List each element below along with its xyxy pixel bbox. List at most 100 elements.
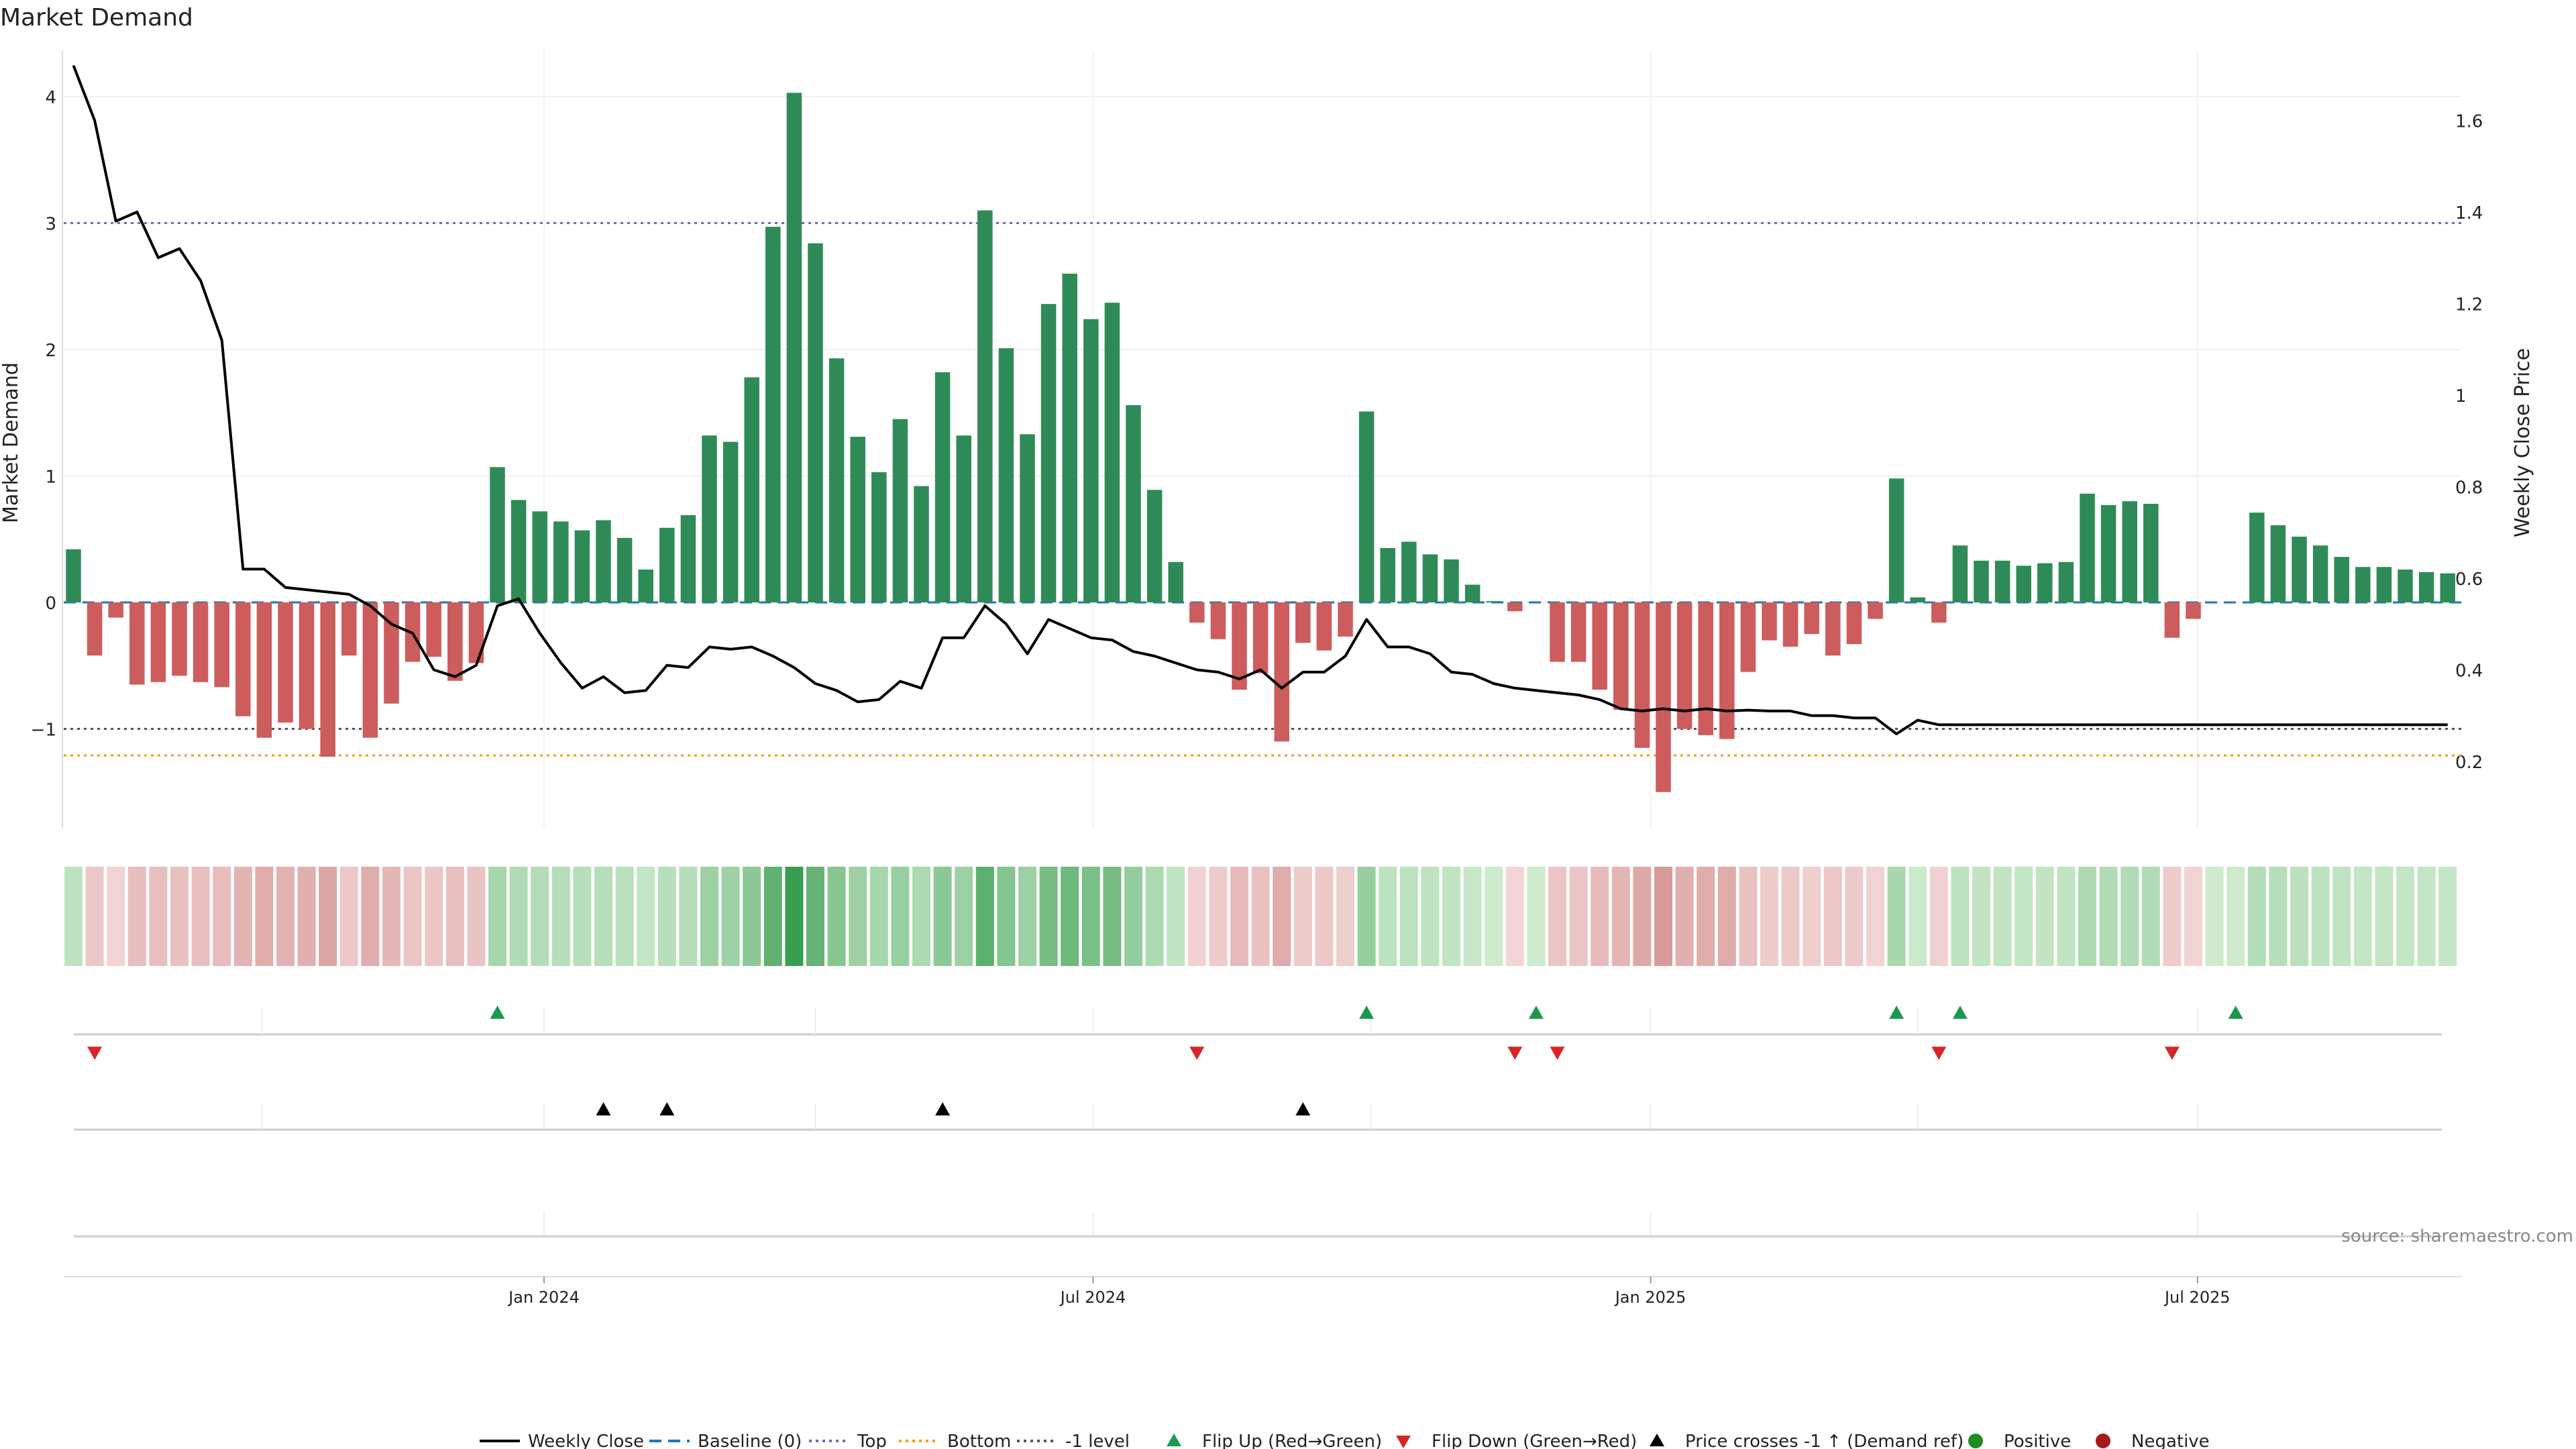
heat-cell [721,867,740,966]
heat-cell [594,867,612,966]
heat-cell [1611,867,1630,966]
heat-cell [233,867,252,966]
demand-bar-negative [1719,602,1735,739]
heat-cell [255,867,274,966]
demand-bar-positive [2016,566,2031,602]
legend-item-minus-one: -1 level [1017,1432,1130,1449]
flip-up-marker [1528,1006,1544,1019]
demand-bar-negative [1634,602,1650,748]
flip-down-marker [87,1046,103,1060]
heat-cell [1654,867,1672,966]
demand-bar-negative [193,602,209,682]
heat-cell [2353,867,2372,966]
heat-cell [1887,867,1906,966]
heat-cell [997,867,1016,966]
legend-label: Price crosses -1 ↑ (Demand ref) [1685,1432,1964,1449]
demand-bar-negative [1762,602,1777,641]
heat-cell [2078,867,2096,966]
heat-cell [1293,867,1312,966]
heat-cell [1379,867,1397,966]
heat-cell [2015,867,2033,966]
heat-cell [1081,867,1100,966]
flip-up-marker [2228,1006,2243,1019]
heat-cell [2163,867,2182,966]
demand-bar-negative [1338,602,1353,637]
demand-bar-negative [129,602,145,685]
heat-cell [1781,867,1800,966]
legend-item-negative: Negative [2096,1432,2210,1449]
heat-cell [403,867,422,966]
x-axis: Jan 2024 Jul 2024 Jan 2025 Jul 2025 [64,1276,2462,1307]
demand-bar-negative [1825,602,1841,656]
demand-bar-negative [1698,602,1713,735]
heat-cell [1209,867,1228,966]
heat-cell [1061,867,1079,966]
demand-bar-negative [1613,602,1629,710]
demand-bar-positive [2334,557,2349,602]
demand-bar-positive [828,358,845,602]
y-tick-label-right: 1.2 [2455,295,2483,315]
heat-cell [425,867,443,966]
y-tick-label-left: 0 [45,594,56,614]
demand-bar-positive [574,530,590,602]
demand-bar-positive [2418,572,2434,602]
heat-cell [2438,867,2457,966]
demand-bar-positive [744,377,759,602]
legend: Weekly Close Baseline (0) Top Bottom -1 leve… [480,1432,2210,1449]
demand-bar-negative [1274,602,1289,742]
heat-cell [1399,867,1418,966]
heat-cell [700,867,718,966]
source-note: source: sharemaestro.com [2341,1226,2573,1246]
heat-cell [2247,867,2266,966]
demand-bar-positive [1464,584,1481,602]
price-cross-marker [596,1102,611,1116]
gridlines [64,50,2462,828]
demand-bar-positive [511,500,527,602]
heat-cell [85,867,104,966]
y-tick-label-left: 2 [45,341,56,361]
heat-cell [2226,867,2245,966]
demand-bar-positive [956,435,971,602]
heat-cell [361,867,380,966]
demand-bar-negative [2164,602,2180,638]
demand-bar-negative [278,602,293,723]
legend-label: Top [857,1432,887,1449]
demand-bar-positive [1126,405,1141,602]
demand-bar-positive [1146,490,1163,602]
demand-bar-negative [1868,602,1883,619]
demand-bar-negative [362,602,378,738]
heat-cell [657,867,676,966]
legend-item-flip-up: Flip Up (Red→Green) [1167,1432,1382,1449]
demand-bar-positive [2249,513,2265,602]
heat-cell [1527,867,1546,966]
y-tick-label-right: 0.4 [2455,661,2483,682]
demand-bar-positive [1358,411,1375,602]
demand-bar-positive [702,435,717,602]
demand-bar-positive [1952,545,1968,602]
flip-down-marker [1507,1046,1523,1060]
heat-cell [551,867,570,966]
heat-cell [149,867,168,966]
flip-down-marker [2164,1046,2180,1060]
heat-cell [1697,867,1715,966]
demand-bar-positive [2100,504,2116,602]
demand-bar-negative [87,602,103,656]
heat-cell [276,867,294,966]
price-cross-marker [659,1102,675,1116]
demand-bar-negative [1252,602,1269,674]
heat-cell [1739,867,1758,966]
demand-bar-negative [341,602,357,656]
legend-item-positive: Positive [1968,1432,2071,1449]
heat-cell [1145,867,1164,966]
x-tick-label: Jan 2025 [1614,1288,1686,1307]
heat-cell [2269,867,2288,966]
y-axis-left-label: Market Demand [0,362,23,523]
demand-bar-negative [1189,602,1205,623]
flip-down-marker [1189,1046,1205,1060]
price-cross-marker [935,1102,951,1116]
legend-item-weekly-close: Weekly Close [480,1432,644,1449]
demand-bar-positive [850,437,865,602]
demand-bar-positive [934,372,951,602]
heat-cell [2417,867,2436,966]
heat-cell [1357,867,1376,966]
